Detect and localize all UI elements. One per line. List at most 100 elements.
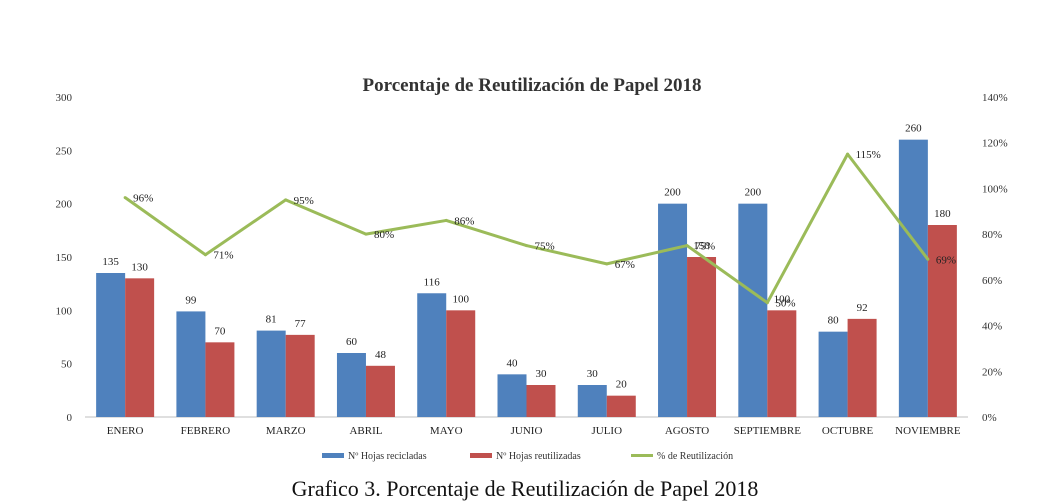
bar-reutilizadas [285, 334, 315, 417]
category-label: ENERO [107, 425, 144, 437]
left-tick-label: 0 [67, 412, 73, 424]
bar-reutilizadas-label: 130 [131, 261, 148, 273]
right-tick-label: 80% [982, 229, 1002, 241]
line-point-label: 80% [374, 229, 394, 241]
line-point [846, 152, 850, 156]
bar-reutilizadas [205, 342, 235, 417]
legend-label: % de Reutilización [657, 451, 733, 462]
line-point-label: 115% [856, 149, 881, 161]
category-label: OCTUBRE [822, 425, 874, 437]
bar-reutilizadas [526, 385, 556, 417]
bar-series: 135 130 99 70 81 77 60 48 116 100 40 30 30 20 200 150 20… [96, 123, 957, 417]
bar-recicladas [176, 311, 206, 417]
bar-recicladas-label: 80 [828, 315, 840, 327]
legend-label: Nº Hojas reutilizadas [496, 451, 581, 462]
bar-reutilizadas [125, 278, 155, 417]
figure-caption: Grafico 3. Porcentaje de Reutilización d… [291, 476, 759, 501]
right-tick-label: 40% [982, 321, 1002, 333]
right-tick-label: 120% [982, 138, 1008, 150]
line-point [605, 262, 609, 266]
bar-reutilizadas-label: 150 [693, 240, 710, 252]
line-point-label: 75% [695, 241, 715, 253]
bar-recicladas [738, 203, 768, 417]
legend: Nº Hojas recicladas Nº Hojas reutilizadas… [322, 451, 733, 462]
line-point [284, 198, 288, 202]
category-label: ABRIL [349, 425, 382, 437]
legend-swatch [470, 453, 492, 458]
right-tick-label: 0% [982, 412, 997, 424]
left-tick-label: 100 [56, 305, 73, 317]
category-label: AGOSTO [665, 425, 709, 437]
category-label: MAYO [430, 425, 463, 437]
category-label: JUNIO [511, 425, 543, 437]
line-point-label: 71% [213, 250, 233, 262]
combo-chart: Porcentaje de Reutilización de Papel 201… [56, 75, 1008, 462]
bar-reutilizadas-label: 77 [295, 318, 307, 330]
line-series-group: 96% 71% 95% 80% 86% 75% 67% 75% 50% 115% 69% [123, 149, 956, 310]
left-tick-label: 300 [56, 92, 73, 104]
bar-reutilizadas [446, 310, 476, 417]
left-tick-label: 200 [56, 199, 73, 211]
bar-recicladas [658, 203, 688, 417]
category-label: SEPTIEMBRE [734, 425, 802, 437]
right-tick-label: 20% [982, 366, 1002, 378]
line-point-label: 86% [454, 215, 474, 227]
chart-title: Porcentaje de Reutilización de Papel 201… [363, 75, 702, 96]
bar-reutilizadas [847, 318, 877, 417]
bar-reutilizadas [606, 395, 636, 417]
bar-reutilizadas-label: 20 [616, 379, 628, 391]
bar-reutilizadas-label: 70 [214, 325, 226, 337]
bar-recicladas [256, 330, 286, 417]
bar-reutilizadas-label: 92 [857, 302, 868, 314]
bar-recicladas [497, 374, 527, 417]
legend-swatch [322, 453, 344, 458]
category-labels: ENERO FEBRERO MARZO ABRIL MAYO JUNIO JULIO AGOS… [107, 425, 961, 437]
right-tick-label: 100% [982, 183, 1008, 195]
left-axis-ticks: 0 50 100 150 200 250 300 [56, 92, 73, 424]
bar-reutilizadas-label: 180 [934, 208, 951, 220]
bar-reutilizadas [365, 365, 395, 417]
category-label: NOVIEMBRE [895, 425, 961, 437]
category-label: JULIO [591, 425, 622, 437]
bar-recicladas-label: 30 [587, 368, 599, 380]
bar-recicladas [336, 353, 366, 417]
bar-recicladas-label: 200 [745, 187, 762, 199]
bar-recicladas-label: 40 [507, 357, 519, 369]
bar-reutilizadas-label: 48 [375, 349, 387, 361]
bar-recicladas [577, 385, 607, 417]
line-point-label: 75% [535, 241, 555, 253]
bar-reutilizadas-label: 100 [774, 293, 791, 305]
bar-recicladas-label: 260 [905, 123, 922, 135]
line-point-label: 95% [294, 195, 314, 207]
line-point [525, 244, 528, 248]
bar-reutilizadas-label: 30 [536, 368, 548, 380]
bar-reutilizadas-label: 100 [452, 293, 469, 305]
right-tick-label: 60% [982, 275, 1002, 287]
right-axis-ticks: 0% 20% 40% 60% 80% 100% 120% 140% [982, 92, 1008, 424]
bar-reutilizadas [927, 225, 957, 417]
category-label: MARZO [266, 425, 306, 437]
right-tick-label: 140% [982, 92, 1008, 104]
line-reutilizacion [124, 152, 930, 305]
line-point-label: 69% [936, 254, 956, 266]
line-point-label: 96% [133, 193, 153, 205]
bar-recicladas-label: 116 [424, 276, 441, 288]
line-point [444, 218, 448, 222]
line-point [685, 244, 689, 248]
bar-recicladas-label: 81 [266, 314, 277, 326]
line-point [926, 257, 930, 261]
line-point [123, 196, 127, 200]
bar-recicladas [96, 273, 126, 417]
legend-label: Nº Hojas recicladas [348, 451, 427, 462]
bar-recicladas-label: 60 [346, 336, 358, 348]
left-tick-label: 50 [61, 359, 73, 371]
line-point [203, 253, 207, 257]
bar-reutilizadas [687, 257, 717, 417]
left-tick-label: 250 [56, 145, 73, 157]
bar-recicladas-label: 200 [664, 187, 681, 199]
bar-recicladas [818, 331, 848, 417]
bar-recicladas [417, 293, 447, 417]
line-point-label: 67% [615, 259, 635, 271]
bar-recicladas-label: 99 [185, 294, 197, 306]
left-tick-label: 150 [56, 252, 73, 264]
